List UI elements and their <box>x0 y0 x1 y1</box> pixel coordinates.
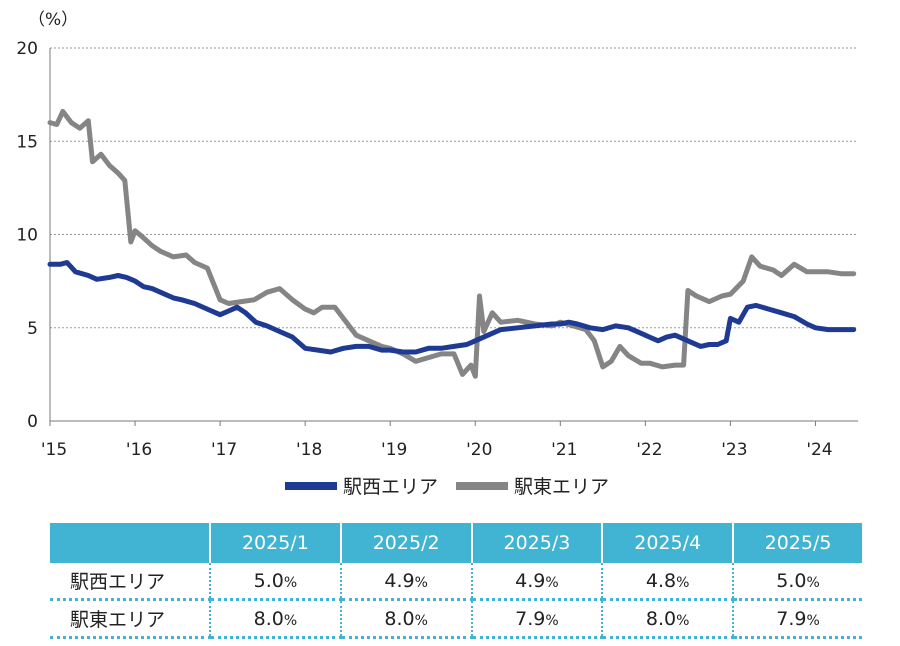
cell-unit: % <box>545 612 559 629</box>
table-cell: 7.9% <box>732 599 862 639</box>
y-tick-labels: 0 5 10 15 20 <box>16 39 38 432</box>
cell-unit: % <box>806 574 820 591</box>
y-tick-label: 0 <box>27 412 38 432</box>
cell-unit: % <box>676 574 690 591</box>
x-tick-labels: '15 '16 '17 '18 '19 '20 '21 '22 '23 '24 <box>41 440 833 460</box>
legend-label-west: 駅西エリア <box>343 476 439 498</box>
row-label: 駅東エリア <box>50 599 210 639</box>
cell-value: 4.9 <box>515 569 546 592</box>
x-tick-label: '16 <box>126 440 152 460</box>
cell-unit: % <box>414 612 428 629</box>
cell-value: 8.0 <box>253 607 284 630</box>
table-header-cell: 2025/4 <box>601 523 734 563</box>
cell-value: 8.0 <box>384 607 415 630</box>
x-tick-label: '15 <box>41 440 67 460</box>
gridlines <box>50 47 858 329</box>
legend-item-east: 駅東エリア <box>456 472 609 499</box>
y-tick-label: 10 <box>16 226 38 246</box>
table-header-cell: 2025/1 <box>209 523 341 563</box>
cell-unit: % <box>283 612 298 629</box>
y-tick-label: 5 <box>27 319 38 339</box>
x-tick-label: '24 <box>806 440 832 460</box>
legend-item-west: 駅西エリア <box>285 472 438 499</box>
x-tick-label: '19 <box>381 440 407 460</box>
table-cell: 8.0% <box>209 599 341 639</box>
table-cell: 5.0% <box>209 563 341 601</box>
table-row: 駅西エリア 5.0% 4.9% 4.9% 4.8% 5.0% <box>50 563 862 601</box>
table-cell: 4.8% <box>601 563 734 601</box>
x-tick-label: '22 <box>636 440 662 460</box>
table-header-cell: 2025/5 <box>732 523 862 563</box>
table-cell: 8.0% <box>339 599 472 639</box>
table-header-cell: 2025/2 <box>339 523 472 563</box>
series-line-east <box>47 108 857 379</box>
cell-unit: % <box>806 612 820 629</box>
cell-value: 7.9 <box>515 607 546 630</box>
line-chart: （%） 0 5 10 15 20 '15 '16 '17 '18 '19 '20 '21 '22 '23… <box>16 10 858 460</box>
legend-swatch-east <box>456 481 509 490</box>
table-cell: 4.9% <box>470 563 603 601</box>
cell-value: 7.9 <box>776 607 807 630</box>
table-cell: 4.9% <box>339 563 472 601</box>
y-tick-label: 15 <box>16 132 38 152</box>
x-tick-label: '23 <box>721 440 747 460</box>
table-row: 駅東エリア 8.0% 8.0% 7.9% 8.0% 7.9% <box>50 599 862 639</box>
table-cell: 7.9% <box>470 599 603 639</box>
cell-value: 4.8 <box>645 569 677 592</box>
y-tick-label: 20 <box>16 39 38 59</box>
legend-label-east: 駅東エリア <box>514 476 610 498</box>
legend: 駅西エリア 駅東エリア <box>285 472 609 499</box>
cell-value: 8.0 <box>645 607 677 630</box>
cell-unit: % <box>676 612 690 629</box>
series-lines <box>47 108 857 379</box>
cell-value: 4.9 <box>384 569 415 592</box>
series-line-west <box>47 260 857 355</box>
cell-unit: % <box>283 574 298 591</box>
cell-unit: % <box>545 574 559 591</box>
y-axis-unit-label: （%） <box>28 10 78 30</box>
table-cell: 8.0% <box>601 599 734 639</box>
table-cell: 5.0% <box>732 563 862 601</box>
x-tick-label: '20 <box>466 440 492 460</box>
cell-unit: % <box>414 574 428 591</box>
cell-value: 5.0 <box>253 569 284 592</box>
table-header-cell <box>50 523 210 563</box>
summary-table: 2025/1 2025/2 2025/3 2025/4 2025/5 駅西エリア… <box>50 523 862 639</box>
x-tick-label: '21 <box>551 440 577 460</box>
cell-value: 5.0 <box>776 569 807 592</box>
x-tick-label: '17 <box>211 440 237 460</box>
x-tick-label: '18 <box>296 440 322 460</box>
row-label: 駅西エリア <box>50 563 210 601</box>
table-header-cell: 2025/3 <box>470 523 603 563</box>
table-header-row: 2025/1 2025/2 2025/3 2025/4 2025/5 <box>50 523 862 563</box>
legend-swatch-west <box>285 481 337 490</box>
axes <box>49 48 858 426</box>
